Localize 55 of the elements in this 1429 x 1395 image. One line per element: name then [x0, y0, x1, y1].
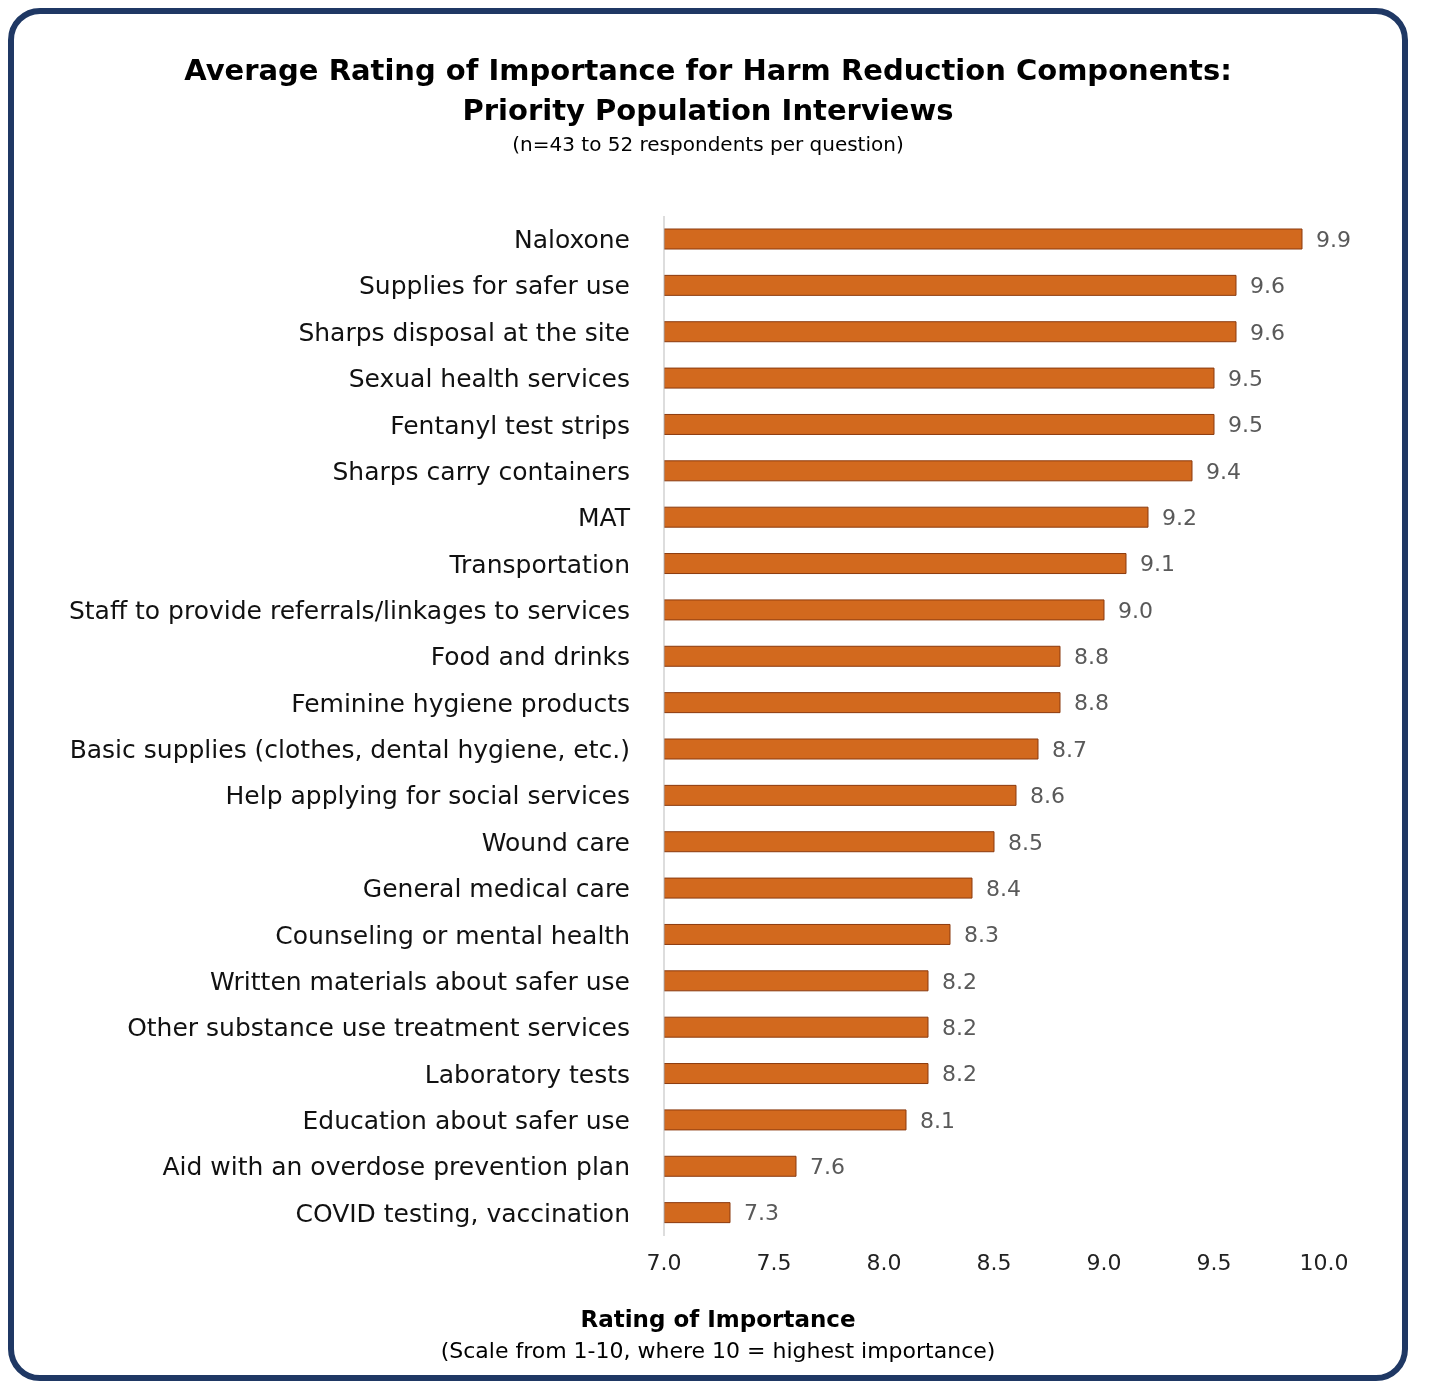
y-tick-label: Counseling or mental health [275, 920, 630, 950]
chart-subtitle: (n=43 to 52 respondents per question) [511, 132, 905, 156]
text: (Scale from 1-10, where 10 = highest importance) [439, 1338, 997, 1363]
data-label: 8.5 [1008, 829, 1043, 855]
data-label: 8.2 [942, 1061, 977, 1087]
x-tick-label: 8.0 [866, 1249, 902, 1275]
y-tick-label: Staff to provide referrals/linkages to services [68, 595, 630, 625]
x-tick-label: 9.5 [1196, 1249, 1232, 1275]
y-tick-label: Sexual health services [348, 364, 630, 394]
y-tick-label: COVID testing, vaccination [295, 1198, 630, 1228]
y-tick-label: Transportation [448, 549, 630, 579]
y-tick-label: Education about safer use [302, 1105, 630, 1135]
chart-title: Average Rating of Importance for Harm Reduction Components: Priority Population Interviews [183, 52, 1233, 129]
data-label: 9.0 [1118, 597, 1153, 623]
data-label: 9.1 [1140, 551, 1175, 577]
data-label: 9.9 [1316, 226, 1351, 252]
y-tick-label: Help applying for social services [225, 781, 630, 811]
x-tick-label: 10.0 [1299, 1249, 1349, 1275]
y-tick-label: Feminine hygiene products [291, 688, 630, 718]
y-tick-label: Sharps carry containers [332, 456, 630, 486]
y-tick-label: General medical care [362, 874, 630, 904]
data-label: 9.4 [1206, 458, 1241, 484]
y-tick-label: Basic supplies (clothes, dental hygiene, etc.) [69, 735, 630, 765]
data-label: 8.1 [920, 1107, 955, 1133]
data-label: 9.6 [1250, 319, 1285, 345]
x-tick-label: 9.0 [1086, 1249, 1122, 1275]
y-tick-label: Other substance use treatment services [127, 1013, 630, 1043]
y-tick-label: Supplies for safer use [358, 271, 630, 301]
data-label: 8.6 [1030, 783, 1065, 809]
y-tick-label: Food and drinks [430, 642, 630, 672]
data-label: 8.3 [964, 922, 999, 948]
data-label: 9.6 [1250, 273, 1285, 299]
y-tick-label: Naloxone [513, 225, 630, 255]
x-tick-label: 7.5 [756, 1249, 792, 1275]
data-label: 8.8 [1074, 644, 1109, 670]
data-label: 8.2 [942, 968, 977, 994]
y-tick-label: Sharps disposal at the site [298, 317, 630, 347]
data-label: 8.8 [1074, 690, 1109, 716]
data-label: 9.5 [1228, 365, 1263, 391]
x-axis-title: Rating of Importance [579, 1306, 857, 1332]
y-tick-label: Laboratory tests [424, 1059, 630, 1089]
y-tick-label: Written materials about safer use [210, 966, 630, 996]
data-label: 9.2 [1162, 504, 1197, 530]
data-label: 7.6 [810, 1154, 845, 1180]
data-label: 9.5 [1228, 412, 1263, 438]
y-tick-label: Fentanyl test strips [390, 410, 630, 440]
x-tick-label: 7.0 [646, 1249, 682, 1275]
y-tick-label: Wound care [481, 827, 630, 857]
data-label: 8.7 [1052, 736, 1087, 762]
x-tick-label: 8.5 [976, 1249, 1012, 1275]
data-label: 7.3 [744, 1200, 779, 1226]
y-tick-label: Aid with an overdose prevention plan [162, 1152, 630, 1182]
y-tick-label: MAT [577, 503, 631, 533]
data-label: 8.2 [942, 1014, 977, 1040]
data-label: 8.4 [986, 875, 1021, 901]
